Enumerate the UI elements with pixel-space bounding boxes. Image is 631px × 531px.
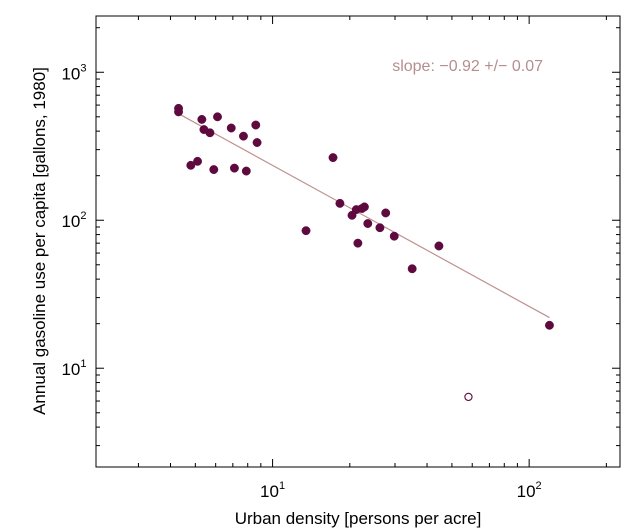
data-point (375, 223, 385, 233)
data-point (197, 114, 207, 124)
data-point (434, 241, 444, 251)
data-point (174, 107, 183, 117)
data-point (213, 112, 222, 122)
data-point (193, 156, 203, 166)
data-points (174, 103, 554, 402)
data-point (545, 320, 554, 330)
data-point (407, 264, 417, 274)
data-point (186, 160, 196, 170)
x-axis-title: Urban density [persons per acre] (235, 509, 482, 528)
data-point (205, 128, 215, 138)
y-tick-label: 101 (61, 358, 86, 379)
x-tick-label: 102 (517, 480, 542, 501)
y-axis-title: Annual gasoline use per capita [gallons,… (30, 67, 49, 415)
data-point (359, 202, 369, 212)
data-point (241, 166, 251, 176)
data-point (335, 198, 345, 208)
data-point (239, 131, 248, 141)
data-point (389, 231, 399, 241)
data-point (328, 153, 338, 163)
data-point (229, 163, 239, 173)
y-tick-label: 103 (61, 62, 86, 83)
data-point (353, 238, 363, 248)
data-point (226, 123, 236, 133)
data-point (381, 208, 391, 218)
data-point (251, 120, 261, 130)
data-point (363, 219, 373, 228)
slope-annotation: slope: −0.92 +/− 0.07 (392, 58, 543, 75)
data-point (209, 165, 219, 175)
axis-ticks (96, 16, 620, 467)
outlier-point (464, 392, 473, 402)
fit-line (178, 113, 550, 319)
axis-tick-labels: 101 102 101 102 103 (61, 62, 541, 501)
x-tick-label: 101 (260, 480, 285, 501)
data-point (301, 226, 311, 236)
plot-frame (95, 15, 621, 468)
y-tick-label: 102 (61, 210, 86, 231)
data-point (252, 138, 262, 147)
